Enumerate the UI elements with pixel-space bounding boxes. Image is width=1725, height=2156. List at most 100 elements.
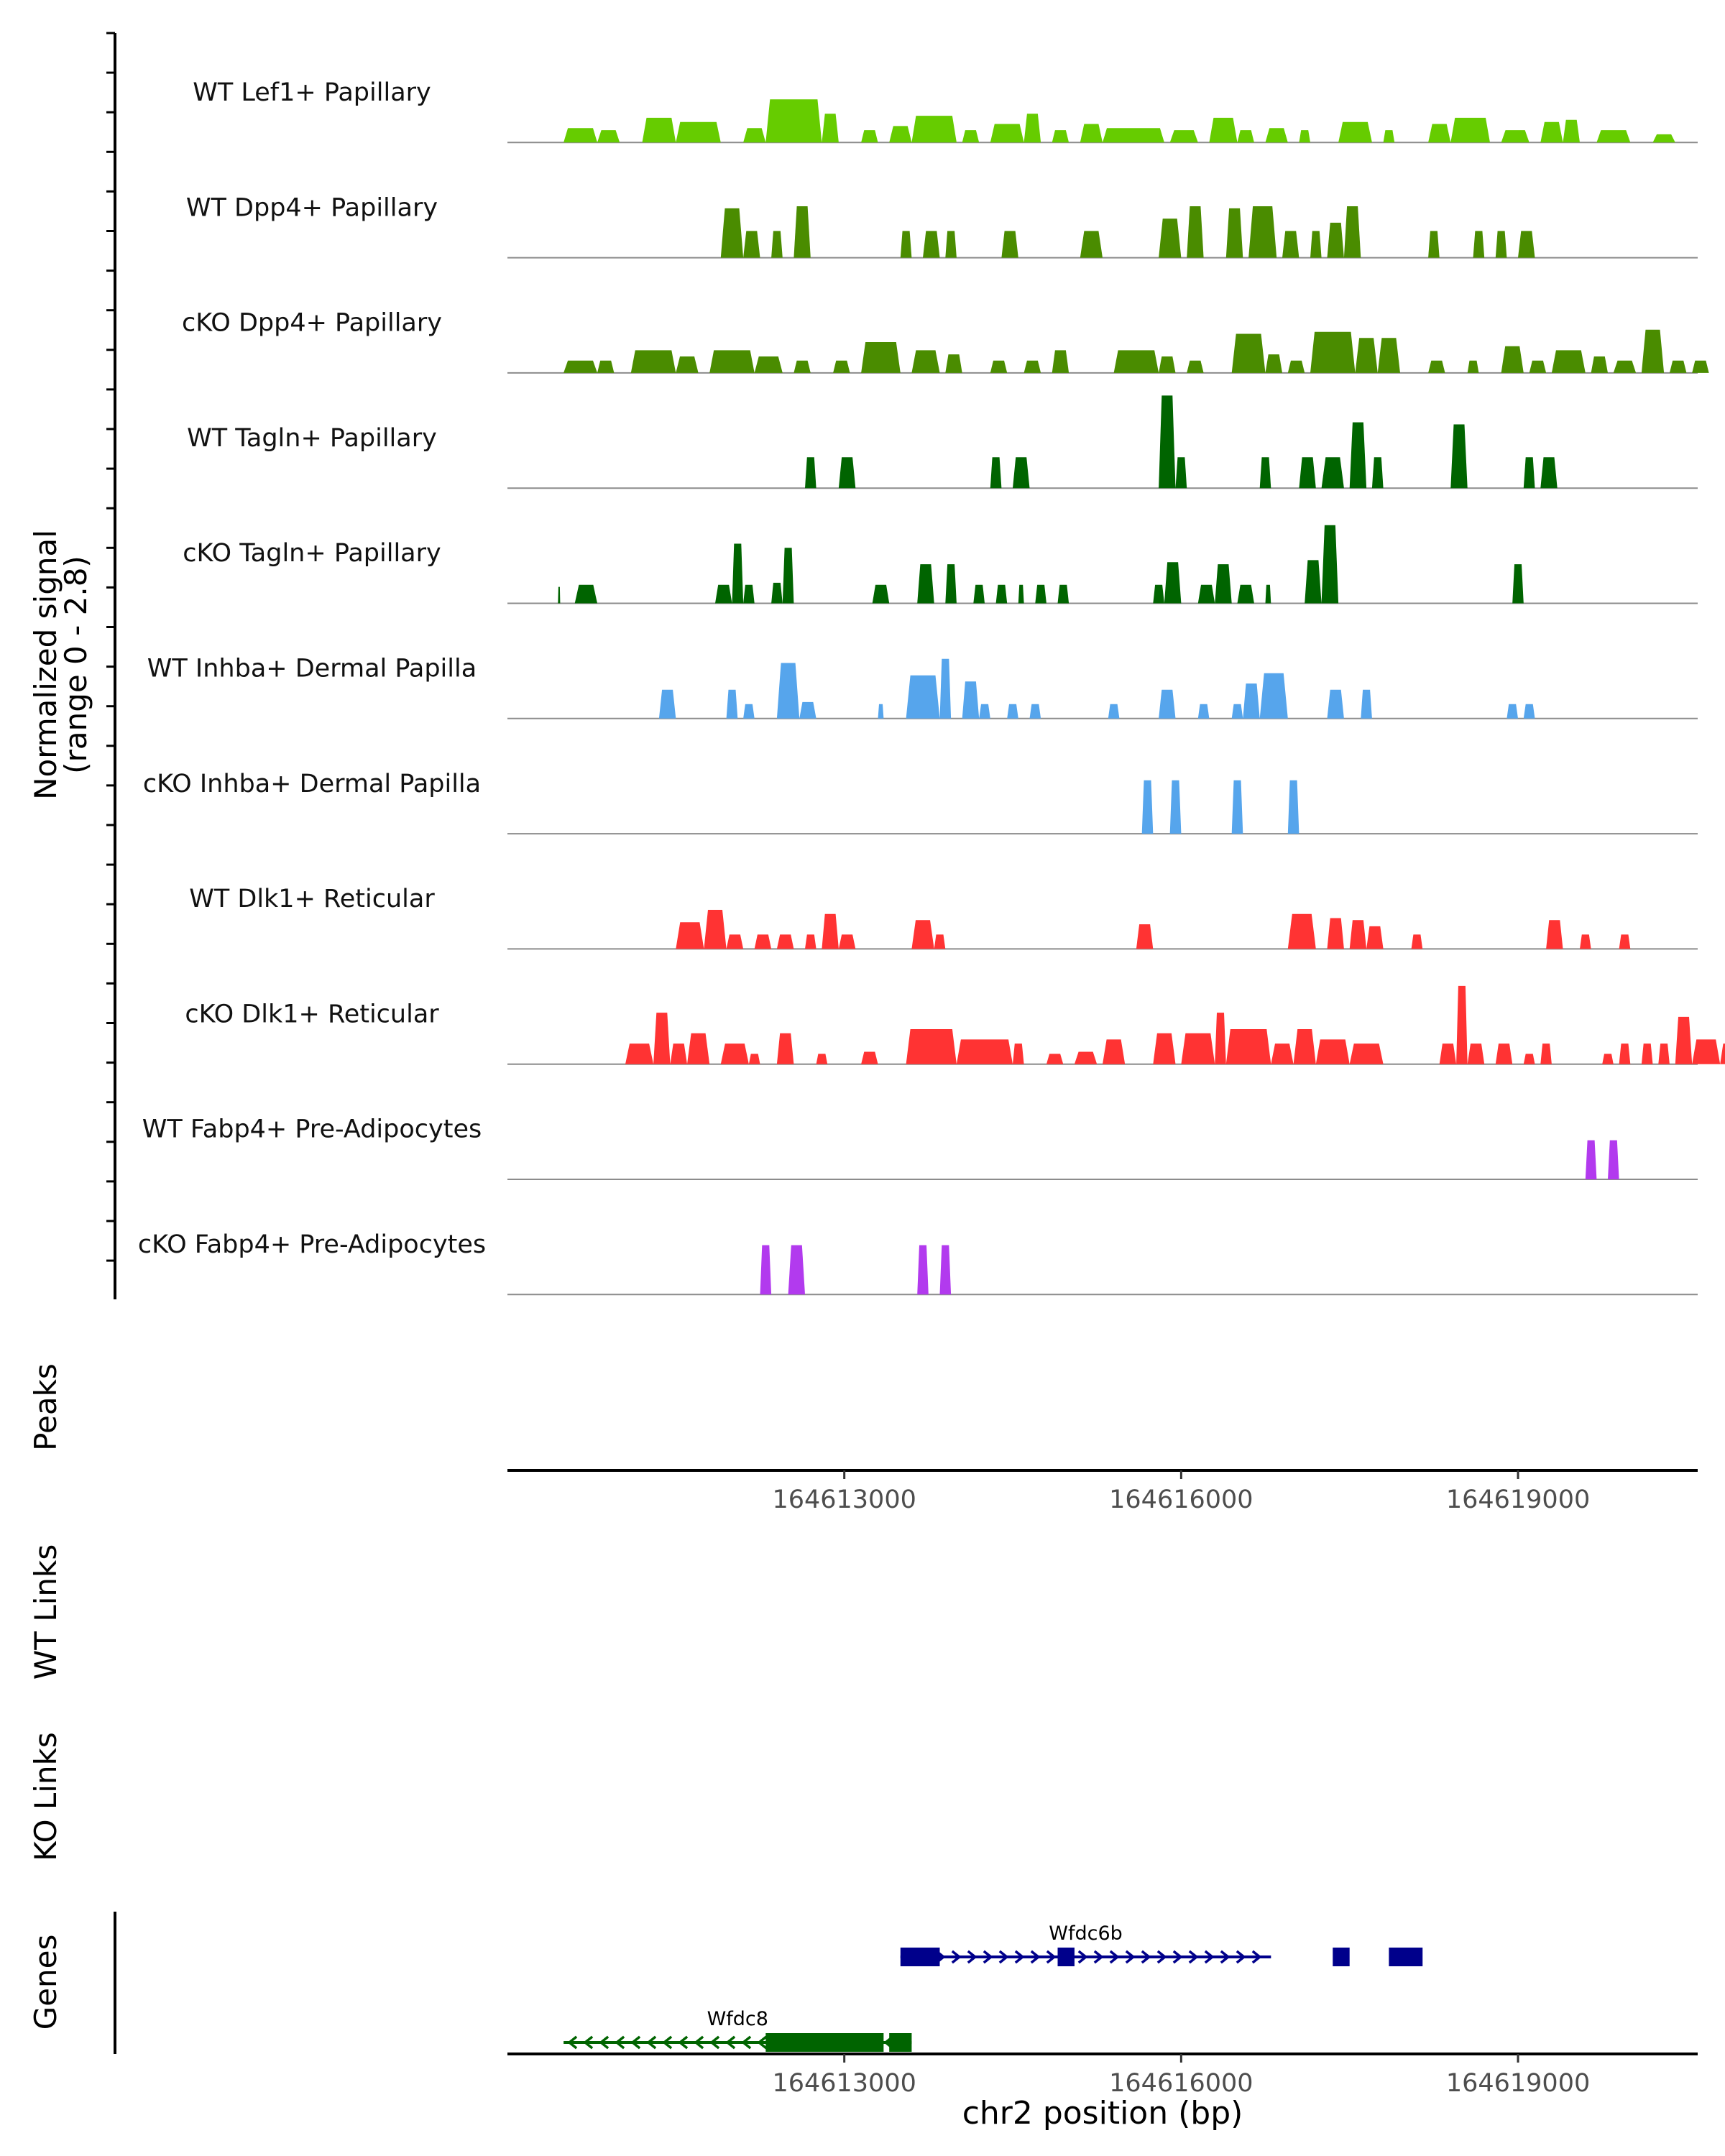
signal-peak — [1259, 457, 1271, 489]
signal-peak — [1327, 689, 1344, 719]
signal-peak — [833, 360, 850, 373]
signal-peak — [911, 920, 934, 949]
signal-peak — [1265, 584, 1271, 604]
signal-peak — [1305, 560, 1322, 604]
track: WT Inhba+ Dermal Papilla — [147, 655, 1698, 719]
strand-arrow — [757, 2035, 768, 2050]
signal-peak — [1197, 704, 1210, 719]
signal-peak — [1585, 1140, 1597, 1179]
track-label: WT Dlk1+ Reticular — [189, 885, 435, 913]
signal-peak — [878, 704, 884, 719]
signal-peak — [911, 116, 957, 143]
strand-arrow — [630, 2035, 641, 2050]
strand-arrow — [951, 1950, 962, 1964]
signal-peak — [1675, 1016, 1693, 1064]
signal-peak — [1439, 1044, 1457, 1064]
strand-arrow — [1109, 1950, 1120, 1964]
signal-peak — [1523, 457, 1535, 489]
genes-label: Genes — [28, 1935, 63, 2030]
track-label: cKO Fabp4+ Pre-Adipocytes — [138, 1230, 486, 1259]
signal-peak — [1383, 130, 1395, 143]
signal-peak — [939, 658, 952, 719]
signal-peak — [653, 1013, 671, 1064]
signal-peak — [564, 360, 597, 373]
signal-peak — [1013, 457, 1030, 489]
signal-peak — [754, 934, 772, 949]
track-label: cKO Inhba+ Dermal Papilla — [143, 770, 481, 798]
signal-peak — [1338, 121, 1372, 143]
signal-peak — [1013, 1044, 1024, 1064]
signal-peak — [1159, 218, 1182, 258]
signal-peak — [1580, 934, 1591, 949]
signal-peak — [1029, 704, 1041, 719]
ylabel-line-2: (range 0 - 2.8) — [58, 556, 93, 774]
strand-arrow — [1030, 1950, 1041, 1964]
signal-peak — [1136, 924, 1154, 949]
signal-peak — [1450, 117, 1490, 143]
signal-peak — [1299, 457, 1316, 489]
signal-peak — [676, 121, 721, 143]
signal-peak — [1271, 1044, 1294, 1064]
signal-peak — [1113, 350, 1159, 373]
signal-peak — [962, 681, 980, 719]
signal-peak — [1243, 683, 1260, 719]
signal-peak — [771, 231, 783, 258]
strand-arrow — [1014, 1950, 1025, 1964]
strand-arrow — [583, 2035, 594, 2050]
signal-peak — [1035, 584, 1046, 604]
signal-peak — [782, 548, 794, 604]
signal-peak — [1181, 1033, 1215, 1064]
strand-arrow — [1046, 1950, 1057, 1964]
signal-peak — [1456, 985, 1468, 1064]
strand-arrow — [615, 2035, 625, 2050]
signal-peak — [1343, 206, 1361, 258]
x-tick-label: 164619000 — [1446, 2069, 1590, 2098]
signal-peak — [625, 1044, 654, 1064]
strand-arrow — [1156, 1950, 1167, 1964]
strand-arrow — [983, 1950, 993, 1964]
signal-peak — [1608, 1140, 1619, 1179]
strand-arrow — [646, 2035, 657, 2050]
signal-peak — [1523, 704, 1535, 719]
track: WT Dpp4+ Papillary — [186, 193, 1698, 259]
signal-peak — [1321, 525, 1339, 604]
signal-peak — [765, 99, 822, 143]
signal-peak — [945, 354, 962, 373]
signal-peak — [776, 1033, 794, 1064]
strand-arrow — [741, 2035, 752, 2050]
signal-peak — [1164, 562, 1182, 604]
signal-peak — [1501, 346, 1524, 373]
x-tick-label: 164616000 — [1109, 1485, 1253, 1514]
gene-model: Wfdc6b — [900, 1922, 1423, 1966]
strand-arrow — [1220, 1950, 1230, 1964]
signal-peak — [934, 934, 946, 949]
signal-peak — [1411, 934, 1423, 949]
strand-arrow — [694, 2035, 704, 2050]
signal-peak — [1231, 704, 1243, 719]
signal-peak — [748, 1054, 760, 1064]
signal-peak — [1024, 360, 1041, 373]
strand-arrow — [599, 2035, 610, 2050]
strand-arrow — [1125, 1950, 1136, 1964]
signal-peak — [1080, 231, 1103, 258]
signal-peak — [1282, 231, 1300, 258]
signal-peak — [1467, 1044, 1485, 1064]
signal-peak — [1546, 920, 1563, 949]
signal-peak — [1349, 1044, 1384, 1064]
signal-peak — [1613, 360, 1637, 373]
signal-peak — [1428, 360, 1445, 373]
strand-arrow — [725, 2035, 736, 2050]
signal-peak — [720, 1044, 749, 1064]
track: cKO Inhba+ Dermal Papilla — [143, 770, 1698, 835]
signal-peak — [630, 350, 676, 373]
strand-arrow — [1093, 1950, 1104, 1964]
signal-peak — [1428, 231, 1440, 258]
signal-peak — [658, 689, 676, 719]
signal-peak — [1377, 338, 1400, 373]
signal-peak — [923, 231, 940, 258]
strand-arrow — [1077, 1950, 1088, 1964]
signal-peak — [1001, 231, 1018, 258]
signal-peak — [1225, 208, 1243, 258]
signal-peak — [1153, 1033, 1176, 1064]
strand-arrow — [709, 2035, 720, 2050]
